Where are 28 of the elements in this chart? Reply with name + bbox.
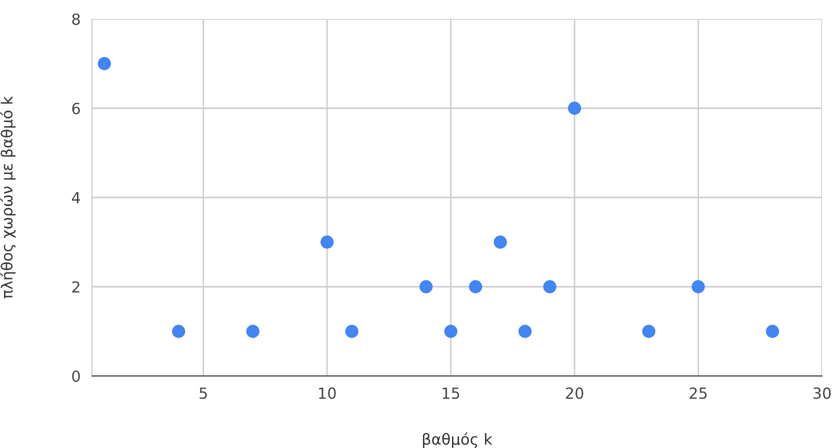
x-tick-label: 5 (200, 388, 207, 399)
point (568, 102, 582, 115)
x-tick-label: 30 (813, 387, 831, 399)
y-axis-title: πλήθος χωρών με βαθμό k (0, 96, 16, 298)
y-tick-label: 8 (72, 13, 80, 26)
point (246, 324, 260, 338)
y-tick-label: 4 (72, 192, 80, 204)
x-tick-label: 10 (319, 387, 336, 399)
point (518, 324, 532, 338)
point (419, 280, 433, 294)
point (766, 324, 780, 338)
x-tick-label: 25 (690, 387, 707, 399)
x-tick-label: 15 (442, 388, 460, 399)
x-tick-label: 20 (566, 387, 584, 399)
point (642, 324, 656, 338)
point (543, 280, 556, 294)
point (494, 236, 507, 249)
point (320, 236, 334, 249)
point (172, 324, 186, 338)
y-tick-label: 0 (72, 370, 80, 382)
x-axis-title: βαθμός k (422, 432, 492, 448)
point (345, 324, 358, 338)
y-tick-label: 6 (72, 102, 80, 114)
point (468, 280, 482, 294)
y-tick-label: 2 (72, 281, 80, 293)
point (444, 324, 458, 338)
point (692, 280, 705, 294)
point (98, 57, 111, 70)
